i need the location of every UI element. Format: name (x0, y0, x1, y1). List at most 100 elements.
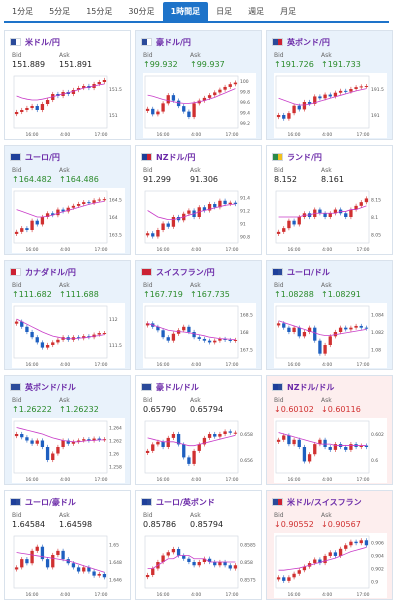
currency-flag-icon (272, 383, 283, 391)
y-tick-label: 1.264 (109, 426, 122, 432)
bid-ask-values: ↑167.719 ↑167.735 (143, 290, 237, 299)
candle-body (82, 439, 86, 441)
rate-card[interactable]: 英ポンド/ドル Bid Ask ↑1.26222 ↑1.26232 1.264 1.262 1… (4, 375, 131, 485)
tab-1[interactable]: 5分足 (49, 7, 71, 16)
rate-card[interactable]: NZドル/ドル Bid Ask ↓0.60102 ↓0.60116 0.602 0.6 16:… (266, 375, 393, 485)
candlestick-chart[interactable]: 168.5 168 167.5 16:00 4:00 17:00 (143, 303, 256, 368)
candle-body (297, 105, 301, 110)
rate-card[interactable]: 米ドル/円 Bid Ask 151.889 151.891 151.5 151 16:00 4:… (4, 30, 131, 140)
pair-name[interactable]: 英ポンド/ドル (25, 382, 76, 392)
candle-body (282, 577, 286, 581)
x-tick-label: 17:00 (226, 592, 239, 598)
pair-name[interactable]: ユーロ/英ポンド (156, 497, 215, 507)
pair-name[interactable]: カナダドル/円 (25, 267, 76, 277)
x-tick-label: 17:00 (357, 477, 370, 483)
candle-body (97, 333, 101, 335)
chart-frame (13, 305, 108, 359)
candlestick-chart[interactable]: 151.5 151 16:00 4:00 17:00 (12, 73, 125, 138)
pair-name[interactable]: NZドル/ドル (287, 382, 335, 392)
candle-body (92, 571, 96, 576)
candlestick-chart[interactable]: 100 99.8 99.6 99.4 99.2 16:00 4:00 17:00 (143, 73, 256, 138)
candle-body (30, 220, 34, 230)
moving-average-line (16, 427, 105, 443)
candlestick-chart[interactable]: 0.8585 0.858 0.8575 16:00 4:00 17:00 (143, 533, 256, 598)
rate-card[interactable]: 豪ドル/円 Bid Ask ↑99.932 ↑99.937 100 99.8 99.6 99.4… (135, 30, 262, 140)
rate-card[interactable]: スイスフラン/円 Bid Ask ↑167.719 ↑167.735 168.5 168 16… (135, 260, 262, 370)
candle-body (292, 105, 296, 114)
rate-card[interactable]: ランド/円 Bid Ask 8.152 8.161 8.15 8.1 8.05 16:00 4:0… (266, 145, 393, 255)
rate-card[interactable]: ユーロ/豪ドル Bid Ask 1.64584 1.64598 1.65 1.648 1.64… (4, 490, 131, 600)
candle-body (333, 552, 338, 556)
bid-ask-labels: Bid Ask (12, 282, 106, 289)
candlestick-chart[interactable]: 0.602 0.6 16:00 4:00 17:00 (274, 418, 387, 483)
tab-7[interactable]: 月足 (280, 7, 297, 16)
candle-body (333, 332, 338, 337)
rate-card[interactable]: ユーロ/ドル Bid Ask ↑1.08288 ↑1.08291 1.084 1.082 1.… (266, 260, 393, 370)
candle-body (318, 96, 322, 99)
candlestick-chart[interactable]: 191.5 191 16:00 4:00 17:00 (274, 73, 387, 138)
ask-value: ↑1.26232 (59, 405, 99, 414)
pair-name[interactable]: ランド/円 (287, 152, 322, 162)
candle-body (223, 431, 227, 434)
candle-body (30, 106, 34, 108)
y-tick-label: 90.8 (240, 235, 250, 241)
x-tick-label: 16:00 (288, 247, 301, 253)
pair-name[interactable]: ユーロ/豪ドル (25, 497, 76, 507)
rate-card[interactable]: カナダドル/円 Bid Ask ↑111.682 ↑111.688 112 111.5 16:… (4, 260, 131, 370)
candlestick-chart[interactable]: 1.65 1.648 1.646 16:00 4:00 17:00 (12, 533, 125, 598)
tab-3[interactable]: 30分足 (128, 7, 155, 16)
tab-6[interactable]: 週足 (248, 7, 265, 16)
x-tick-label: 17:00 (95, 247, 108, 253)
candlestick-chart[interactable]: 8.15 8.1 8.05 16:00 4:00 17:00 (274, 188, 387, 253)
rate-card[interactable]: NZドル/円 Bid Ask 91.299 91.306 91.4 91.2 91 90.8 16… (135, 145, 262, 255)
candle-body (66, 207, 70, 212)
tab-2[interactable]: 15分足 (86, 7, 113, 16)
candle-body (97, 438, 101, 440)
candlestick-chart[interactable]: 91.4 91.2 91 90.8 16:00 4:00 17:00 (143, 188, 256, 253)
candle-body (145, 323, 150, 326)
ask-label: Ask (59, 282, 70, 289)
bid-label: Bid (12, 282, 22, 289)
rate-card[interactable]: 豪ドル/ドル Bid Ask 0.65790 0.65794 0.658 0.656 16:0… (135, 375, 262, 485)
y-tick-label: 100 (240, 79, 249, 85)
candle-body (354, 541, 358, 544)
candlestick-chart[interactable]: 112 111.5 16:00 4:00 17:00 (12, 303, 125, 368)
pair-name[interactable]: NZドル/円 (156, 152, 196, 162)
pair-name[interactable]: ユーロ/ドル (287, 267, 330, 277)
card-header: ユーロ/豪ドル (10, 496, 76, 508)
candle-body (92, 200, 96, 203)
candle-body (328, 552, 332, 556)
rate-card[interactable]: ユーロ/英ポンド Bid Ask 0.85786 0.85794 0.8585 0.858 0… (135, 490, 262, 600)
rate-card[interactable]: ユーロ/円 Bid Ask ↑164.482 ↑164.486 164.5 164 163.5… (4, 145, 131, 255)
tab-0[interactable]: 1分足 (12, 7, 34, 16)
y-tick-label: 151 (109, 113, 118, 119)
candle-body (318, 209, 322, 214)
rate-card[interactable]: 英ポンド/円 Bid Ask ↑191.726 ↑191.733 191.5 191 16:0… (266, 30, 393, 140)
rate-card[interactable]: 米ドル/スイスフラン Bid Ask ↓0.90552 ↓0.90567 0.906 0.9… (266, 490, 393, 600)
pair-name[interactable]: 豪ドル/円 (156, 37, 191, 47)
candlestick-chart[interactable]: 1.264 1.262 1.26 1.258 16:00 4:00 17:00 (12, 418, 125, 483)
chart-frame (275, 535, 370, 589)
candle-body (171, 434, 176, 438)
tab-4[interactable]: 1時間足 (162, 2, 209, 21)
bid-value: ↑164.482 (12, 175, 52, 184)
pair-name[interactable]: 米ドル/円 (25, 37, 60, 47)
pair-name[interactable]: ユーロ/円 (25, 152, 60, 162)
candlestick-chart[interactable]: 0.658 0.656 16:00 4:00 17:00 (143, 418, 256, 483)
pair-name[interactable]: 豪ドル/ドル (156, 382, 199, 392)
candlestick-chart[interactable]: 164.5 164 163.5 16:00 4:00 17:00 (12, 188, 125, 253)
x-tick-label: 17:00 (357, 132, 370, 138)
candle-body (76, 337, 81, 339)
pair-name[interactable]: 米ドル/スイスフラン (287, 497, 362, 507)
pair-name[interactable]: スイスフラン/円 (156, 267, 215, 277)
candlestick-chart[interactable]: 1.084 1.082 1.08 16:00 4:00 17:00 (274, 303, 387, 368)
ask-label: Ask (321, 52, 332, 59)
candle-body (20, 434, 24, 438)
pair-name[interactable]: 英ポンド/円 (287, 37, 330, 47)
tab-5[interactable]: 日足 (216, 7, 233, 16)
bid-ask-labels: Bid Ask (274, 52, 368, 59)
bid-ask-values: ↓0.90552 ↓0.90567 (274, 520, 368, 529)
x-tick-label: 16:00 (288, 362, 301, 368)
candle-body (218, 89, 222, 93)
candlestick-chart[interactable]: 0.906 0.904 0.902 0.9 16:00 4:00 17:00 (274, 533, 387, 598)
